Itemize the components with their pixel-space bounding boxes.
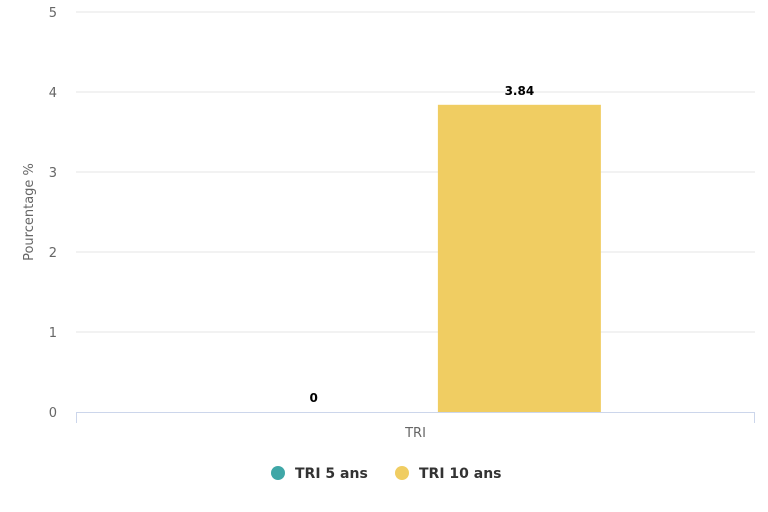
y-axis-ticks: 0 1 2 3 4 5 <box>49 6 57 421</box>
gridlines <box>76 11 755 333</box>
legend-item-tri-10-ans[interactable]: TRI 10 ans <box>395 466 502 482</box>
legend[interactable]: TRI 5 ans TRI 10 ans <box>271 466 502 482</box>
x-tick-label: TRI <box>404 426 426 441</box>
data-label: 3.84 <box>505 84 535 98</box>
y-tick-label: 5 <box>49 6 57 21</box>
data-label: 0 <box>309 391 317 405</box>
y-axis-title: Pourcentage % <box>22 163 37 261</box>
y-tick-label: 2 <box>49 246 57 261</box>
bars <box>437 104 601 413</box>
y-tick-label: 1 <box>49 326 57 341</box>
x-axis: TRI <box>76 412 755 441</box>
legend-item-tri-5-ans[interactable]: TRI 5 ans <box>271 466 368 482</box>
y-tick-label: 3 <box>49 166 57 181</box>
legend-marker <box>271 466 285 480</box>
legend-label: TRI 5 ans <box>295 466 368 482</box>
y-tick-label: 0 <box>49 406 57 421</box>
legend-marker <box>395 466 409 480</box>
data-labels: 03.84 <box>309 84 534 405</box>
y-tick-label: 4 <box>49 86 57 101</box>
legend-label: TRI 10 ans <box>419 466 502 482</box>
bar-tri-10-ans[interactable] <box>437 104 601 413</box>
